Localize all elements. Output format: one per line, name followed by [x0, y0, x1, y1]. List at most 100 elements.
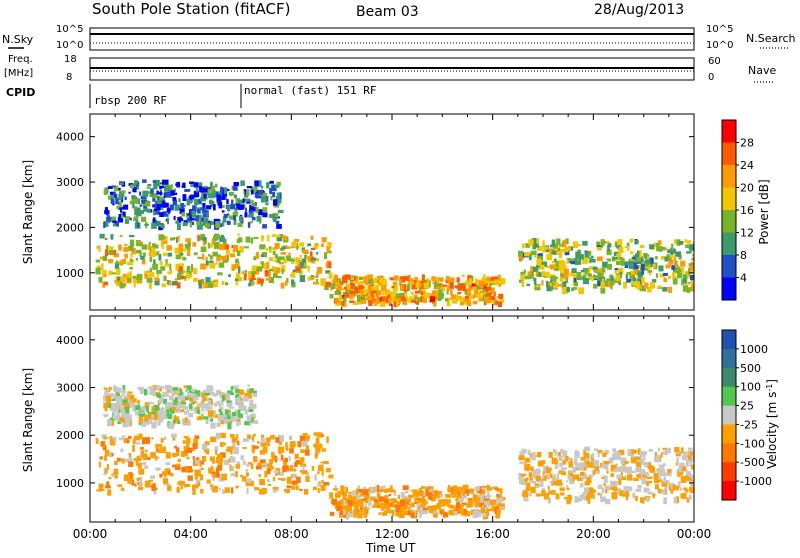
echo-cell — [575, 251, 581, 259]
echo-cell — [250, 189, 254, 195]
echo-cell — [315, 438, 320, 445]
echo-cell — [201, 413, 204, 418]
echo-cell — [177, 419, 181, 424]
echo-cell — [141, 421, 147, 427]
echo-cell — [344, 286, 347, 290]
echo-cell — [565, 277, 569, 283]
echo-cell — [233, 215, 236, 221]
echo-cell — [149, 283, 152, 289]
echo-cell — [164, 263, 170, 267]
echo-cell — [341, 276, 348, 284]
echo-cell — [480, 498, 484, 503]
echo-cell — [439, 510, 443, 515]
time-tick-label: 00:00 — [73, 527, 108, 541]
echo-cell — [236, 461, 241, 465]
echo-cell — [294, 453, 299, 459]
echo-cell — [356, 509, 361, 516]
colorbar-tick-label: -25 — [740, 418, 758, 431]
echo-cell — [183, 385, 188, 389]
echo-cell — [231, 417, 238, 422]
echo-cell — [138, 416, 143, 423]
echo-cell — [203, 389, 207, 393]
echo-cell — [108, 186, 113, 189]
echo-cell — [205, 448, 210, 451]
echo-cell — [672, 278, 678, 285]
echo-cell — [453, 294, 459, 298]
echo-cell — [174, 445, 177, 449]
echo-cell — [688, 447, 693, 451]
echo-cell — [470, 296, 476, 300]
echo-cell — [242, 198, 245, 203]
echo-cell — [148, 272, 155, 278]
echo-cell — [456, 277, 460, 283]
echo-cell — [124, 458, 129, 463]
echo-cell — [135, 219, 139, 226]
echo-cell — [384, 279, 387, 285]
echo-cell — [175, 447, 180, 452]
echo-cell — [215, 432, 221, 440]
echo-cell — [678, 255, 682, 260]
echo-cell — [635, 495, 638, 501]
echo-cell — [591, 453, 595, 459]
echo-cell — [461, 502, 467, 506]
echo-cell — [254, 487, 259, 491]
echo-cell — [486, 484, 490, 491]
echo-cell — [218, 487, 221, 491]
echo-cell — [197, 234, 200, 242]
echo-cell — [229, 216, 236, 220]
echo-cell — [476, 496, 481, 503]
echo-cell — [325, 467, 331, 473]
echo-cell — [345, 293, 349, 298]
echo-cell — [127, 414, 132, 420]
echo-cell — [625, 274, 629, 280]
echo-cell — [283, 462, 287, 467]
echo-cell — [140, 256, 145, 260]
echo-cell — [227, 416, 231, 420]
echo-cell — [235, 389, 240, 394]
echo-cell — [121, 458, 125, 464]
echo-cell — [559, 243, 562, 247]
echo-cell — [118, 484, 123, 487]
echo-cell — [369, 293, 373, 299]
echo-cell — [410, 502, 415, 508]
echo-cell — [292, 473, 296, 479]
echo-cell — [187, 466, 193, 473]
echo-cell — [193, 267, 198, 275]
echo-cell — [190, 448, 195, 451]
echo-cell — [207, 242, 211, 249]
echo-cell — [155, 467, 161, 471]
echo-cell — [227, 422, 232, 430]
echo-cell — [340, 485, 345, 493]
echo-cell — [272, 191, 276, 198]
echo-cell — [631, 257, 636, 260]
echo-cell — [518, 250, 524, 257]
echo-cell — [537, 478, 544, 483]
echo-cell — [579, 276, 585, 281]
echo-cell — [524, 252, 530, 257]
echo-cell — [120, 487, 125, 491]
echo-cell — [499, 278, 506, 285]
echo-cell — [377, 486, 384, 490]
echo-cell — [560, 492, 565, 496]
echo-cell — [145, 201, 151, 207]
echo-cell — [256, 216, 261, 222]
echo-cell — [418, 286, 422, 291]
echo-cell — [553, 282, 558, 289]
echo-cell — [490, 280, 494, 284]
echo-cell — [122, 259, 126, 265]
echo-cell — [223, 188, 227, 195]
echo-cell — [227, 393, 230, 400]
echo-cell — [218, 201, 223, 209]
echo-cell — [114, 460, 118, 465]
echo-cell — [293, 468, 297, 472]
echo-cell — [153, 209, 156, 216]
echo-cell — [192, 389, 195, 393]
colorbar-segment — [722, 462, 736, 482]
echo-cell — [364, 507, 367, 513]
echo-cell — [563, 273, 569, 280]
echo-cell — [245, 236, 251, 243]
echo-cell — [668, 256, 672, 260]
echo-cell — [576, 271, 582, 279]
echo-cell — [570, 260, 577, 265]
echo-cell — [674, 239, 678, 244]
